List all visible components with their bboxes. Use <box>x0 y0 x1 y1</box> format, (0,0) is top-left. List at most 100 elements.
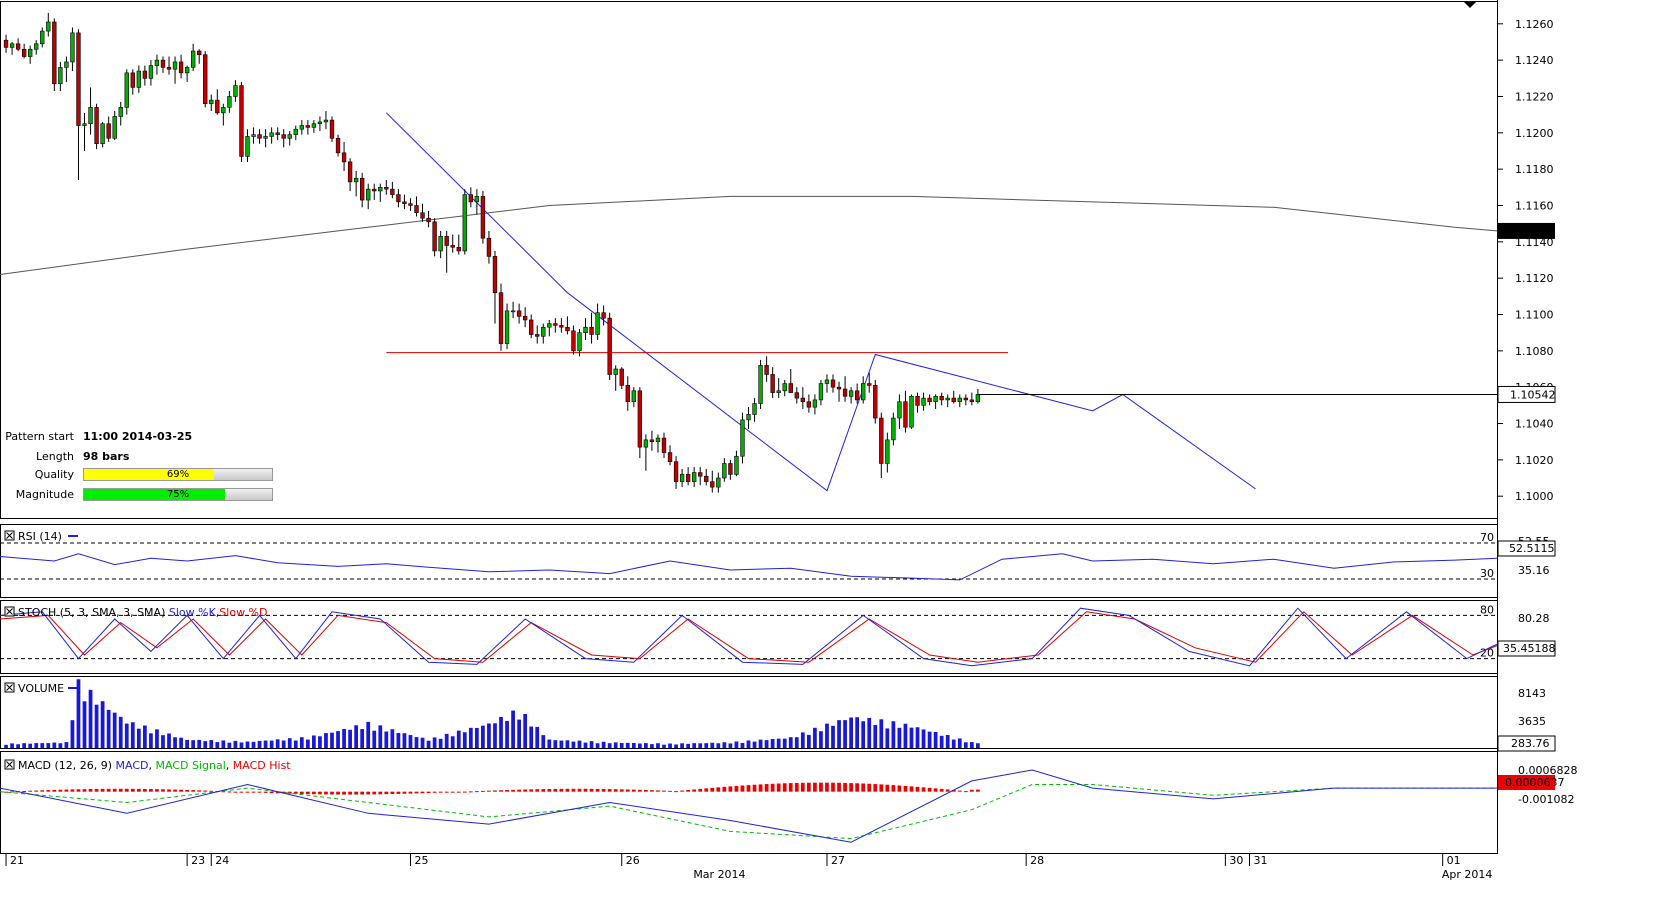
volume-bar <box>161 735 165 748</box>
macd-hist-bar <box>728 786 733 792</box>
volume-bar <box>330 732 334 748</box>
macd-hist-bar <box>312 791 316 795</box>
volume-bar <box>354 725 359 748</box>
macd-hist-bar <box>764 784 769 792</box>
volume-bar <box>800 732 805 748</box>
macd-hist-bar <box>613 789 618 792</box>
volume-bar <box>969 742 974 748</box>
macd-hist-bar <box>692 789 697 792</box>
macd-hist-bar <box>776 783 781 792</box>
macd-hist-bar <box>426 791 431 793</box>
candle-body <box>710 481 715 488</box>
macd-hist-bar <box>505 790 509 792</box>
volume-bar <box>571 741 576 748</box>
macd-hist-bar <box>686 789 691 792</box>
macd-hist-bar <box>800 782 805 792</box>
volume-bar <box>915 727 920 748</box>
volume-bar <box>342 728 346 748</box>
macd-hist-bar <box>155 789 159 792</box>
volume-bar <box>185 739 189 748</box>
volume-bar <box>861 721 866 748</box>
candle-body <box>28 48 33 57</box>
candle-body <box>390 188 395 195</box>
candle-body <box>927 397 932 403</box>
volume-bar <box>728 743 733 748</box>
volume-bar <box>511 710 515 748</box>
time-axis: 21 23 24 25 26 27 28 30 31 01 Mar 2014 Apr 2014 <box>5 853 1492 881</box>
macd-hist-bar <box>788 783 793 792</box>
candle-body <box>438 236 443 252</box>
volume-bar <box>704 743 709 748</box>
panel-close-x <box>6 608 13 615</box>
volume-bar <box>505 720 509 748</box>
volume-bar <box>136 728 141 748</box>
candle-body <box>420 212 425 219</box>
price-axis: 1.1260 1.1240 1.1220 1.1200 1.1180 1.1160 1.11… <box>977 18 1556 503</box>
volume-bar <box>806 734 811 748</box>
price-tick-label: 1.1240 <box>1515 54 1554 67</box>
price-tick-label: 1.1140 <box>1515 236 1554 249</box>
candle-body <box>764 365 769 375</box>
candle-body <box>3 39 9 48</box>
macd-hist-bar <box>275 791 280 794</box>
candle-body <box>667 452 673 462</box>
volume-bar <box>468 727 473 748</box>
candle-body <box>504 310 510 344</box>
volume-bar <box>360 729 365 748</box>
macd-sep2: , <box>226 759 233 772</box>
volume-bar <box>698 743 703 748</box>
macd-hist-bar <box>511 789 515 792</box>
volume-bar <box>444 733 449 748</box>
rsi-title: RSI (14) <box>18 530 62 543</box>
volume-bar <box>52 742 57 748</box>
macd-hist-bar <box>831 782 835 792</box>
candle-body <box>245 136 250 157</box>
volume-bar <box>390 729 395 748</box>
candle-body <box>353 177 359 183</box>
volume-bar <box>167 733 171 748</box>
candle-body <box>396 194 401 203</box>
volume-bar <box>64 742 69 748</box>
volume-bar <box>873 725 878 748</box>
quality-percent: 69% <box>166 469 190 480</box>
day-label: 01 <box>1447 854 1461 867</box>
candle-body <box>52 21 57 85</box>
macd-hist-bar <box>402 791 407 794</box>
volume-bar <box>819 731 823 748</box>
volume-bar <box>607 743 612 748</box>
candle-body <box>329 119 335 139</box>
volume-bar <box>879 719 884 748</box>
candle-body <box>118 107 123 117</box>
candle-body <box>221 107 226 114</box>
volume-bar <box>794 737 799 748</box>
macd-hist-bar <box>408 791 413 794</box>
macd-hist-bar <box>227 791 232 793</box>
macd-hist-bar <box>698 788 703 792</box>
macd-hist-bar <box>456 791 461 793</box>
volume-bar <box>541 735 546 748</box>
candle-body <box>945 397 950 401</box>
rsi-line <box>0 553 1498 581</box>
candle-body <box>541 326 546 337</box>
volume-bar <box>644 743 648 748</box>
candle-body <box>692 472 697 482</box>
volume-bar <box>414 737 419 748</box>
macd-hist-bar <box>493 790 497 792</box>
volume-bar <box>752 741 757 748</box>
macd-hist-bar <box>94 788 99 792</box>
macd-hist-bar <box>541 789 546 792</box>
volume-bar <box>22 743 27 748</box>
pattern-start-value: 11:00 2014-03-25 <box>83 430 193 443</box>
price-tick-label: 1.1220 <box>1515 90 1554 103</box>
volume-bar <box>535 726 540 748</box>
stoch-panel: 80 20 80.28 35.45188 <box>0 603 1556 667</box>
volume-bar <box>293 740 298 748</box>
volume-bar <box>112 712 117 748</box>
candle-body <box>661 437 667 453</box>
macd-hist-bar <box>100 788 105 792</box>
volume-bar <box>927 731 932 748</box>
volume-bar <box>396 732 401 748</box>
volume-bar <box>233 740 238 748</box>
candle-body <box>402 201 407 204</box>
volume-bar <box>837 720 841 748</box>
